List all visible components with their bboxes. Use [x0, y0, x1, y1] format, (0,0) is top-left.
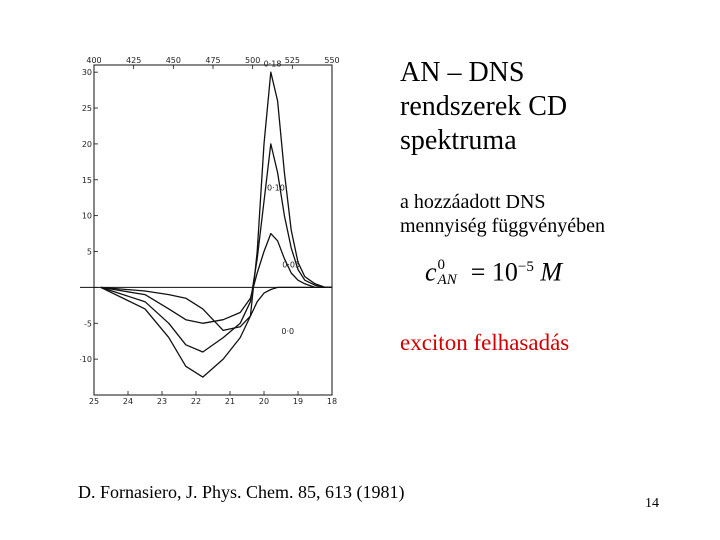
- formula-unit: M: [540, 257, 563, 287]
- series-label: 0·18: [264, 59, 282, 68]
- x-bottom-tick-label: 22: [191, 397, 201, 406]
- formula-exponent: −5: [517, 259, 534, 275]
- formula-indices: 0 AN: [437, 256, 457, 288]
- slide-title: AN – DNS rendszerek CD spektruma: [400, 56, 700, 158]
- y-tick-label: 30: [82, 68, 92, 77]
- x-bottom-tick-label: 23: [157, 397, 167, 406]
- x-top-tick-label: 450: [166, 56, 181, 65]
- exciton-splitting-label: exciton felhasadás: [400, 330, 570, 355]
- slide-subtitle: a hozzáadott DNS mennyiség függvényében: [400, 190, 700, 238]
- x-bottom-tick-label: 18: [327, 397, 337, 406]
- spectrum-curve: [100, 232, 332, 324]
- spectrum-curve: [100, 143, 332, 353]
- citation: D. Fornasiero, J. Phys. Chem. 85, 613 (1…: [78, 482, 405, 502]
- x-top-tick-label: 550: [324, 56, 339, 65]
- formula-base: 10: [491, 257, 518, 287]
- series-label: 0·05: [282, 260, 300, 269]
- y-tick-label: 15: [82, 176, 92, 185]
- y-tick-label: 20: [82, 140, 92, 149]
- x-top-tick-label: 500: [245, 56, 260, 65]
- x-bottom-tick-label: 24: [123, 397, 133, 406]
- y-tick-label: -5: [84, 319, 92, 328]
- series-label: 0·10: [267, 184, 285, 193]
- title-line: rendszerek CD: [400, 91, 568, 122]
- spectrum-curve: [100, 71, 332, 378]
- formula-superscript: 0: [437, 256, 446, 273]
- spectrum-curve: [100, 286, 332, 332]
- x-top-tick-label: 425: [126, 56, 141, 65]
- title-line: AN – DNS: [400, 57, 525, 88]
- page-number: 14: [645, 496, 659, 511]
- formula-equals: =: [470, 257, 486, 287]
- x-bottom-tick-label: 19: [293, 397, 303, 406]
- formula-subscript: AN: [437, 271, 457, 288]
- y-tick-label: 10: [82, 212, 92, 221]
- title-line: spektruma: [400, 125, 517, 156]
- y-tick-label: 5: [87, 248, 92, 257]
- x-top-tick-label: 400: [86, 56, 101, 65]
- y-tick-label: 25: [82, 104, 92, 113]
- subtitle-line: mennyiség függvényében: [400, 215, 605, 237]
- x-bottom-tick-label: 21: [225, 397, 235, 406]
- series-label: 0·0: [281, 327, 294, 336]
- x-bottom-tick-label: 25: [89, 397, 99, 406]
- x-top-tick-label: 475: [205, 56, 220, 65]
- concentration-formula: c 0 AN = 10−5 M: [425, 252, 562, 290]
- formula-symbol: c: [425, 257, 437, 287]
- x-bottom-tick-label: 20: [259, 397, 269, 406]
- y-tick-label: -10: [80, 355, 92, 364]
- subtitle-line: a hozzáadott DNS: [400, 191, 546, 213]
- x-top-tick-label: 525: [285, 56, 300, 65]
